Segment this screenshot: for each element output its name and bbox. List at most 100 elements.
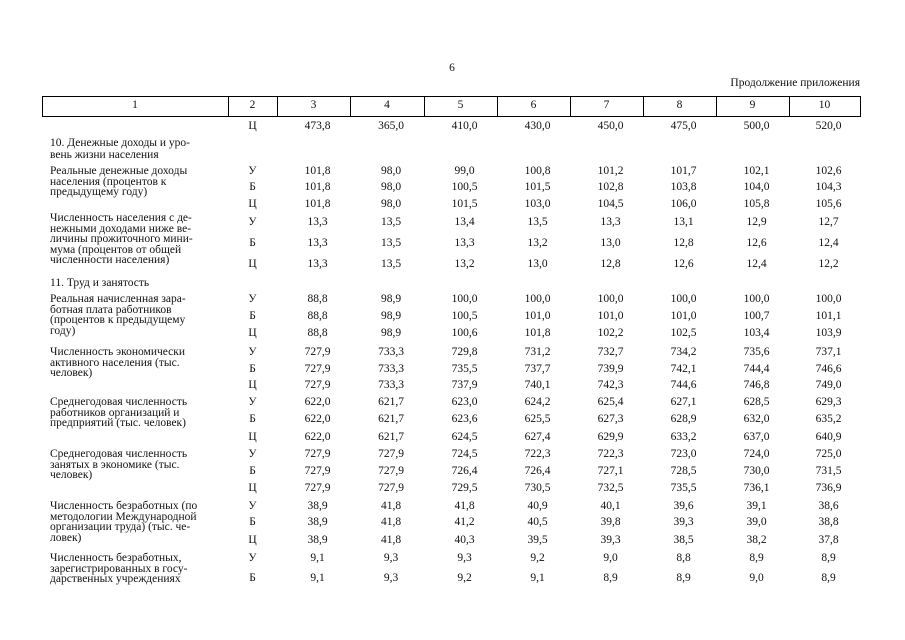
cell-value: 100,7 <box>743 310 770 322</box>
cell-value: 13,3 <box>600 216 621 228</box>
header-cell: 10 <box>818 99 831 111</box>
row-label: ботная плата работников <box>50 303 172 316</box>
variant: У <box>248 448 257 460</box>
variant: Б <box>249 181 256 193</box>
cell-value: 9,1 <box>310 572 325 584</box>
cell-value: 98,0 <box>380 165 402 177</box>
cell-value: 100,8 <box>524 165 551 177</box>
cell-value: 101,5 <box>524 181 551 193</box>
cell-value: 39,5 <box>527 534 548 546</box>
cell-value: 100,0 <box>815 293 842 305</box>
cell-value: 8,9 <box>749 552 764 564</box>
cell-value: 105,6 <box>815 198 842 210</box>
row-label: Среднегодовая численность <box>50 396 188 408</box>
cell-value: 722,3 <box>597 448 624 460</box>
cell-value: 629,9 <box>597 431 624 443</box>
cell-value: 732,7 <box>597 346 624 358</box>
cell-value: 727,9 <box>304 379 331 391</box>
cell-value: 623,0 <box>451 396 478 408</box>
cell-value: 365,0 <box>378 120 404 132</box>
cell-value: 729,8 <box>451 346 478 358</box>
cell-value: 629,3 <box>815 396 842 408</box>
cell-value: 726,4 <box>524 465 551 477</box>
cell-value: 100,0 <box>597 293 624 305</box>
cell-value: 737,7 <box>524 363 551 375</box>
cell-value: 38,9 <box>307 534 328 546</box>
cell-value: 98,0 <box>380 198 402 210</box>
cell-value: 621,7 <box>378 413 404 425</box>
cell-value: 736,9 <box>815 482 842 494</box>
cell-value: 13,5 <box>380 216 402 228</box>
cell-value: 39,6 <box>673 500 694 512</box>
cell-value: 624,5 <box>451 431 478 443</box>
cell-value: 410,0 <box>451 120 478 132</box>
cell-value: 622,0 <box>304 413 331 425</box>
cell-value: 730,0 <box>743 465 770 477</box>
cell-value: 101,0 <box>524 310 551 322</box>
column-rule <box>424 96 425 116</box>
cell-value: 13,0 <box>600 237 621 249</box>
cell-value: 520,0 <box>815 120 842 132</box>
cell-value: 106,0 <box>670 198 697 210</box>
cell-value: 737,9 <box>451 379 478 391</box>
header-cell: 9 <box>749 99 756 111</box>
cell-value: 733,3 <box>378 363 404 375</box>
variant: У <box>248 293 257 305</box>
cell-value: 735,5 <box>451 363 478 375</box>
cell-value: 749,0 <box>815 379 842 391</box>
cell-value: 625,4 <box>597 396 624 408</box>
cell-value: 101,8 <box>304 165 331 177</box>
cell-value: 640,9 <box>815 431 842 443</box>
row-label: предыдущему году) <box>50 186 148 199</box>
cell-value: 13,5 <box>380 237 402 249</box>
cell-value: 500,0 <box>743 120 770 132</box>
row-label: Численность безработных (по <box>50 500 198 512</box>
cell-value: 724,5 <box>451 448 478 460</box>
cell-value: 475,0 <box>670 120 697 132</box>
cell-value: 41,8 <box>454 500 475 512</box>
cell-value: 41,8 <box>380 516 402 528</box>
cell-value: 627,4 <box>524 431 551 443</box>
cell-value: 450,0 <box>597 120 624 132</box>
cell-value: 8,9 <box>603 572 618 584</box>
row-label: предприятий (тыс. человек) <box>50 417 186 430</box>
cell-value: 12,9 <box>746 216 767 228</box>
column-rule <box>570 96 571 116</box>
variant: Ц <box>248 379 257 391</box>
variant: Ц <box>248 534 257 546</box>
cell-value: 723,0 <box>670 448 697 460</box>
cell-value: 41,2 <box>454 516 475 528</box>
cell-value: 12,4 <box>746 258 767 270</box>
cell-value: 13,4 <box>454 216 475 228</box>
cell-value: 8,9 <box>821 552 836 564</box>
cell-value: 88,8 <box>307 310 328 322</box>
row-label: году) <box>50 324 76 337</box>
cell-value: 473,8 <box>304 120 331 132</box>
row-label: человек) <box>50 367 93 380</box>
cell-value: 38,2 <box>746 534 767 546</box>
cell-value: 621,7 <box>378 396 404 408</box>
header-cell: 4 <box>384 99 390 111</box>
cell-value: 739,9 <box>597 363 624 375</box>
cell-value: 731,2 <box>524 346 551 358</box>
cell-value: 102,6 <box>815 165 842 177</box>
cell-value: 627,1 <box>670 396 697 408</box>
cell-value: 12,2 <box>818 258 839 270</box>
cell-value: 735,6 <box>743 346 770 358</box>
cell-value: 13,3 <box>307 258 328 270</box>
cell-value: 727,9 <box>304 465 331 477</box>
cell-value: 12,6 <box>673 258 694 270</box>
cell-value: 105,8 <box>743 198 770 210</box>
column-rule <box>789 96 790 116</box>
cell-value: 104,0 <box>743 181 770 193</box>
cell-value: 37,8 <box>818 534 839 546</box>
cell-value: 101,0 <box>597 310 624 322</box>
cell-value: 98,9 <box>380 293 402 305</box>
cell-value: 12,6 <box>746 237 767 249</box>
cell-value: 9,3 <box>383 552 399 564</box>
variant: У <box>248 552 257 564</box>
cell-value: 12,8 <box>600 258 621 270</box>
row-label: Численность населения с де- <box>50 212 192 224</box>
variant: Ц <box>248 258 257 270</box>
column-rule <box>350 96 351 116</box>
